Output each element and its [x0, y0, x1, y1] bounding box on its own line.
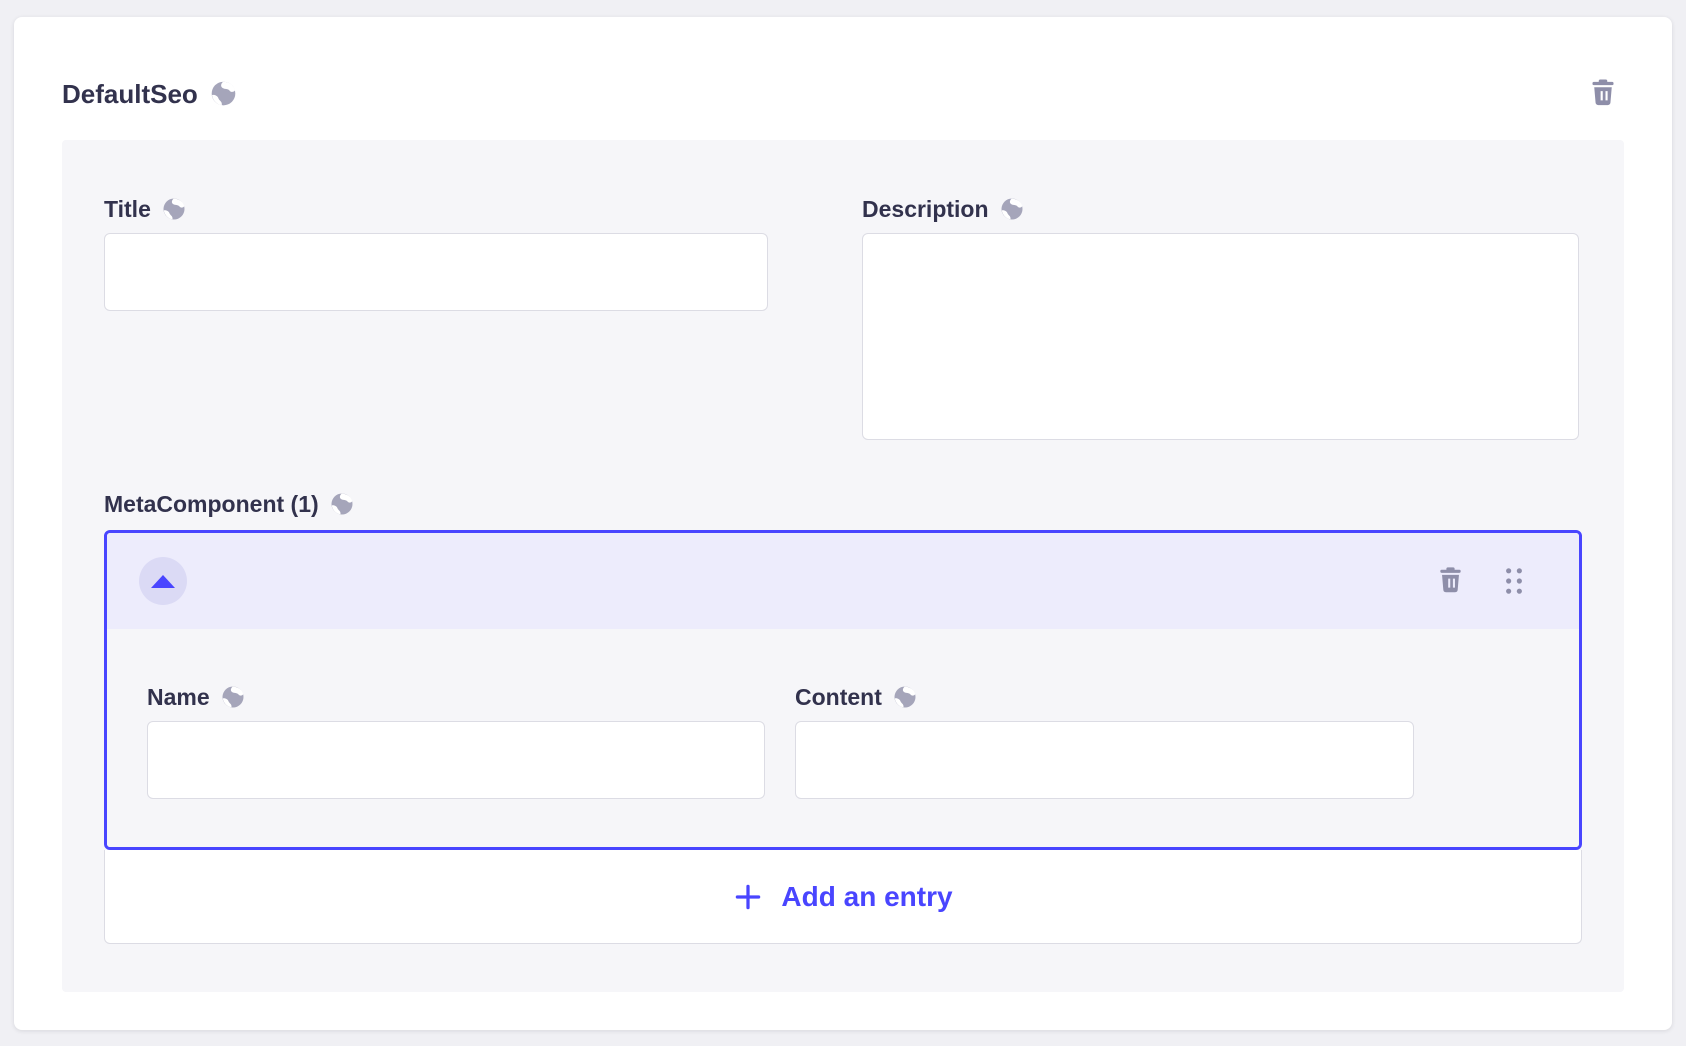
- delete-component-button[interactable]: [1584, 73, 1622, 114]
- metacomponent-entry: Name: [104, 530, 1582, 850]
- title-label-row: Title: [104, 195, 768, 223]
- description-field: Description: [862, 195, 1579, 440]
- entry-collapse-button[interactable]: [139, 557, 187, 605]
- metacomponent-section: MetaComponent (1): [104, 490, 1582, 944]
- add-entry-label: Add an entry: [781, 880, 953, 912]
- globe-icon: [893, 685, 917, 709]
- globe-icon: [210, 80, 237, 107]
- trash-icon: [1588, 77, 1618, 110]
- globe-icon: [221, 685, 245, 709]
- entry-actions: [1432, 561, 1531, 601]
- description-label: Description: [862, 196, 989, 222]
- drag-handle-icon[interactable]: [1497, 562, 1531, 600]
- name-label: Name: [147, 684, 210, 710]
- content-input[interactable]: [795, 721, 1414, 799]
- name-field: Name: [147, 683, 765, 799]
- component-title: DefaultSeo: [62, 78, 198, 109]
- delete-entry-button[interactable]: [1432, 561, 1469, 601]
- name-label-row: Name: [147, 683, 765, 711]
- title-input[interactable]: [104, 233, 768, 311]
- content-label: Content: [795, 684, 882, 710]
- description-textarea[interactable]: [862, 233, 1579, 440]
- component-fields-panel: Title Description: [62, 140, 1624, 992]
- defaultseo-component-card: DefaultSeo: [14, 17, 1672, 1030]
- caret-up-icon: [151, 574, 175, 588]
- entry-body: Name: [107, 629, 1579, 847]
- add-entry-button[interactable]: Add an entry: [104, 850, 1582, 944]
- metacomponent-label: MetaComponent (1): [104, 491, 319, 517]
- title-field: Title: [104, 195, 768, 311]
- component-header: DefaultSeo: [14, 17, 1672, 114]
- metacomponent-entry-group: Name: [104, 530, 1582, 944]
- entry-accordion-header[interactable]: [107, 533, 1579, 629]
- trash-icon: [1436, 565, 1465, 597]
- globe-icon: [1000, 197, 1024, 221]
- content-field: Content: [795, 683, 1414, 799]
- plus-icon: [733, 882, 763, 912]
- content-label-row: Content: [795, 683, 1414, 711]
- globe-icon: [330, 492, 354, 516]
- title-label: Title: [104, 196, 151, 222]
- globe-icon: [162, 197, 186, 221]
- name-input[interactable]: [147, 721, 765, 799]
- description-label-row: Description: [862, 195, 1579, 223]
- metacomponent-label-row: MetaComponent (1): [104, 490, 1582, 518]
